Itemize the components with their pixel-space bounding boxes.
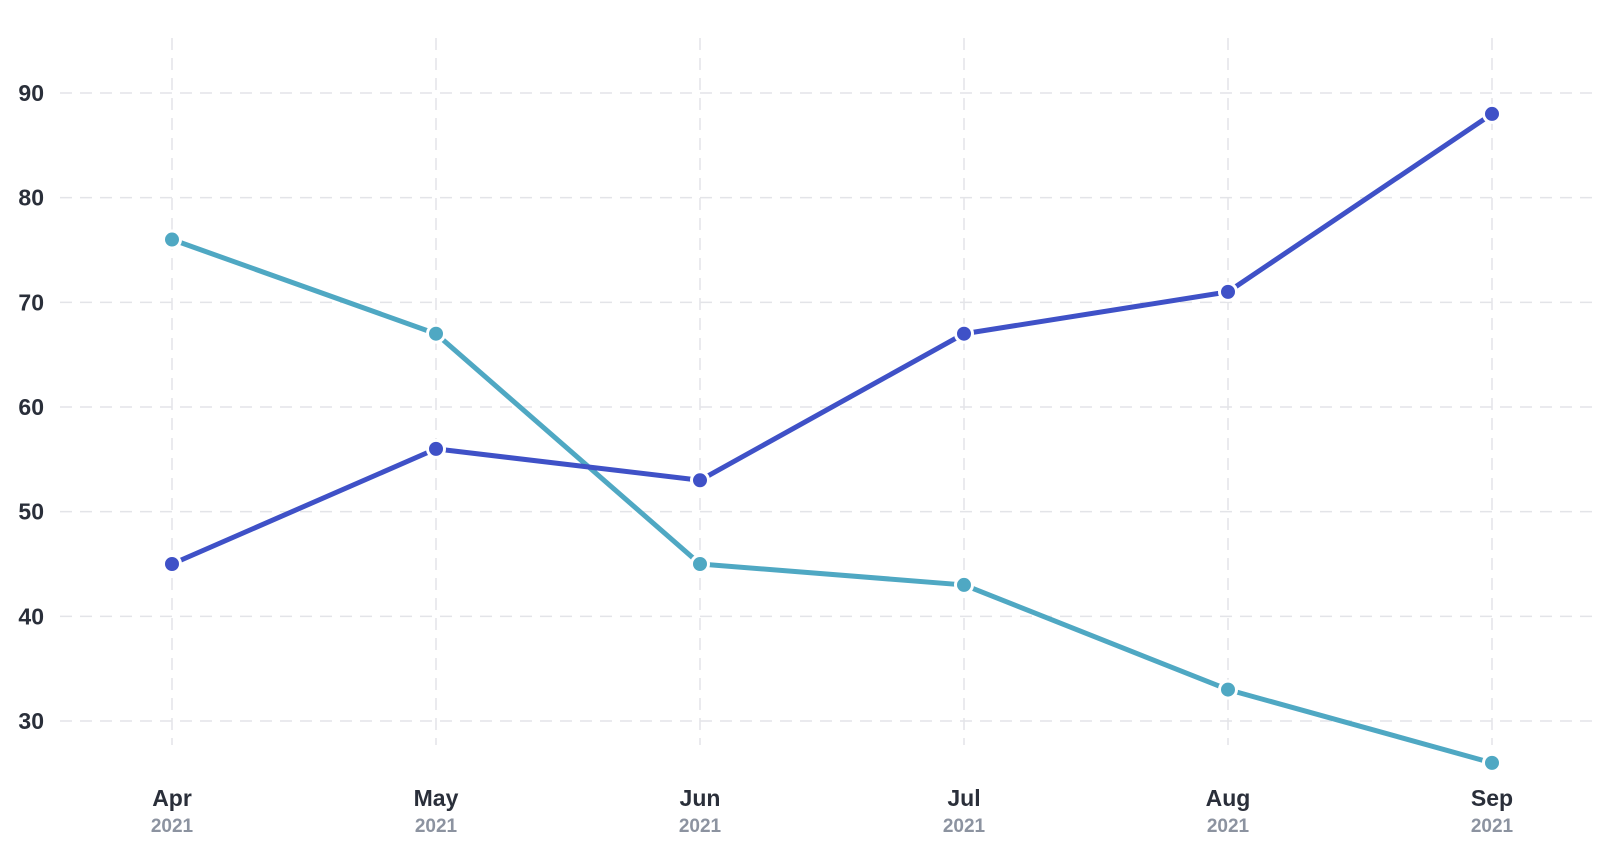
data-point[interactable] bbox=[690, 554, 710, 574]
x-tick-sublabel: 2021 bbox=[1471, 816, 1514, 837]
y-tick-label: 80 bbox=[18, 185, 44, 211]
data-point[interactable] bbox=[1218, 679, 1238, 700]
x-tick-label: Jun bbox=[680, 785, 721, 811]
data-point[interactable] bbox=[1482, 103, 1502, 124]
x-tick-sublabel: 2021 bbox=[151, 816, 194, 837]
series-2 bbox=[162, 103, 1502, 574]
data-point[interactable] bbox=[1218, 281, 1238, 302]
x-axis: Apr 2021 May 2021 Jun 2021 Jul 2021 Aug 2021 Sep 20… bbox=[151, 785, 1514, 837]
data-point[interactable] bbox=[954, 574, 974, 595]
data-point[interactable] bbox=[426, 323, 446, 344]
x-tick-label: Sep bbox=[1471, 785, 1513, 811]
data-point[interactable] bbox=[690, 470, 710, 491]
x-tick-sublabel: 2021 bbox=[415, 816, 458, 837]
grid bbox=[60, 38, 1595, 745]
y-axis: 30 40 50 60 70 80 90 bbox=[18, 80, 44, 734]
series-1 bbox=[162, 229, 1502, 773]
x-tick-sublabel: 2021 bbox=[1207, 816, 1250, 837]
x-tick-label: Aug bbox=[1206, 785, 1251, 811]
x-tick-label: Jul bbox=[947, 785, 980, 811]
y-tick-label: 30 bbox=[18, 708, 44, 734]
data-point[interactable] bbox=[954, 323, 974, 344]
series-group bbox=[162, 103, 1502, 773]
y-tick-label: 60 bbox=[18, 394, 44, 420]
series-line bbox=[169, 111, 1495, 567]
data-point[interactable] bbox=[162, 554, 182, 574]
data-point[interactable] bbox=[162, 229, 182, 250]
y-tick-label: 70 bbox=[18, 289, 44, 315]
y-tick-label: 50 bbox=[18, 499, 44, 525]
x-tick-sublabel: 2021 bbox=[943, 816, 986, 837]
data-point[interactable] bbox=[426, 438, 446, 459]
x-tick-label: Apr bbox=[152, 785, 192, 811]
x-tick-label: May bbox=[414, 785, 459, 811]
data-point[interactable] bbox=[1482, 752, 1502, 773]
series-line bbox=[169, 237, 1495, 766]
x-tick-sublabel: 2021 bbox=[679, 816, 722, 837]
y-tick-label: 90 bbox=[18, 80, 44, 106]
y-tick-label: 40 bbox=[18, 603, 44, 629]
